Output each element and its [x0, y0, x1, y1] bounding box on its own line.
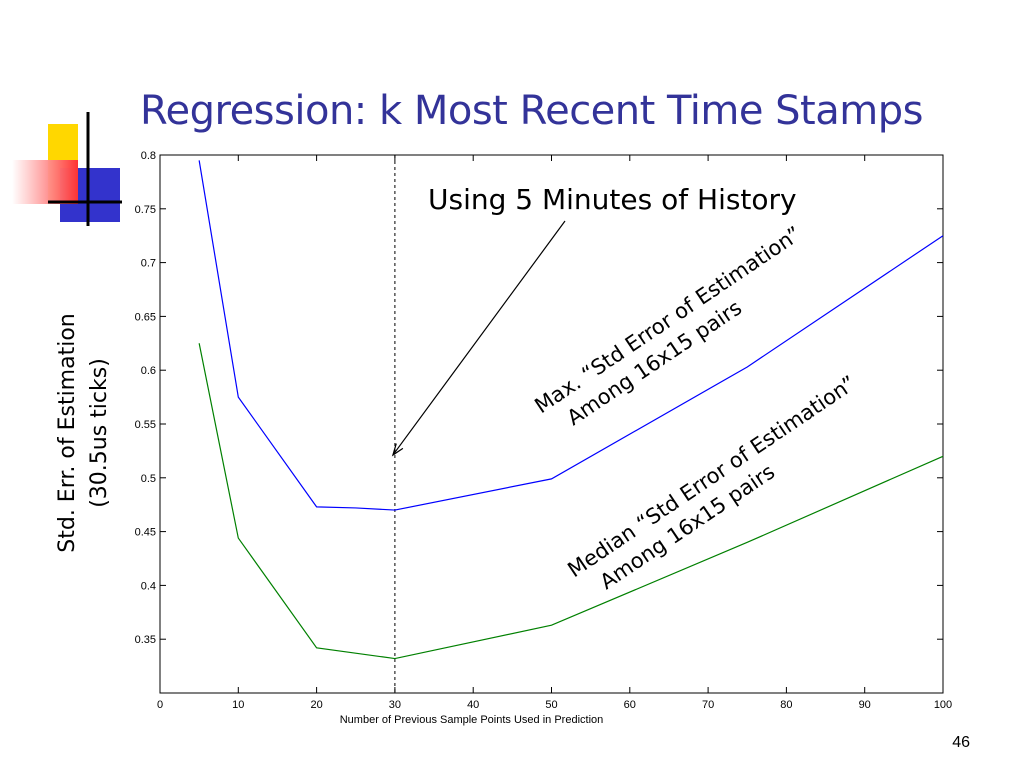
series-line-1 [198, 343, 944, 660]
annotation-arrow [392, 220, 566, 456]
y-tick-label: 0.65 [135, 311, 156, 323]
plot-annotations: Using 5 Minutes of History Max. “Std Erro… [391, 183, 860, 594]
y-tick-label: 0.45 [135, 527, 156, 539]
y-tick-label: 0.75 [135, 204, 156, 216]
y-tick-label: 0.55 [135, 419, 156, 431]
annotation-arrowhead [391, 443, 404, 457]
y-tick-label: 0.8 [141, 150, 156, 162]
slide-number: 46 [952, 734, 970, 751]
y-axis-label: Std. Err. of Estimation (30.5us ticks) [55, 313, 112, 552]
y-tick-label: 0.4 [141, 580, 156, 592]
x-tick-label: 60 [624, 699, 636, 711]
plot-series [198, 155, 944, 693]
logo-red-square [12, 160, 78, 204]
y-tick-label: 0.6 [141, 365, 156, 377]
x-tick-label: 80 [780, 699, 792, 711]
x-tick-label: 20 [310, 699, 322, 711]
x-tick-label: 100 [934, 699, 952, 711]
annotation-max-label-line: Max. “Std Error of Estimation” [530, 222, 805, 418]
annotation-history-label: Using 5 Minutes of History [428, 183, 797, 216]
y-tick-label: 0.7 [141, 258, 156, 270]
y-tick-label: 0.5 [141, 473, 156, 485]
y-axis-label-line: (30.5us ticks) [87, 358, 112, 508]
plot-axes: 0 10 20 30 40 50 60 70 80 90 100 0.35 0.4 0.45 0.5 0.55… [55, 150, 952, 726]
x-tick-label: 70 [702, 699, 714, 711]
x-tick-label: 30 [389, 699, 401, 711]
x-tick-label: 50 [545, 699, 557, 711]
x-tick-label: 0 [157, 699, 163, 711]
x-tick-label: 40 [467, 699, 479, 711]
y-axis-label-line: Std. Err. of Estimation [55, 313, 80, 552]
x-tick-label: 10 [232, 699, 244, 711]
y-tick-label: 0.35 [135, 634, 156, 646]
plot-frame [159, 154, 944, 694]
x-axis-label: Number of Previous Sample Points Used in… [340, 714, 604, 726]
series-line-0 [198, 160, 944, 511]
slide-logo-squares [12, 112, 122, 226]
slide-title: Regression: k Most Recent Time Stamps [140, 88, 923, 134]
x-tick-label: 90 [859, 699, 871, 711]
